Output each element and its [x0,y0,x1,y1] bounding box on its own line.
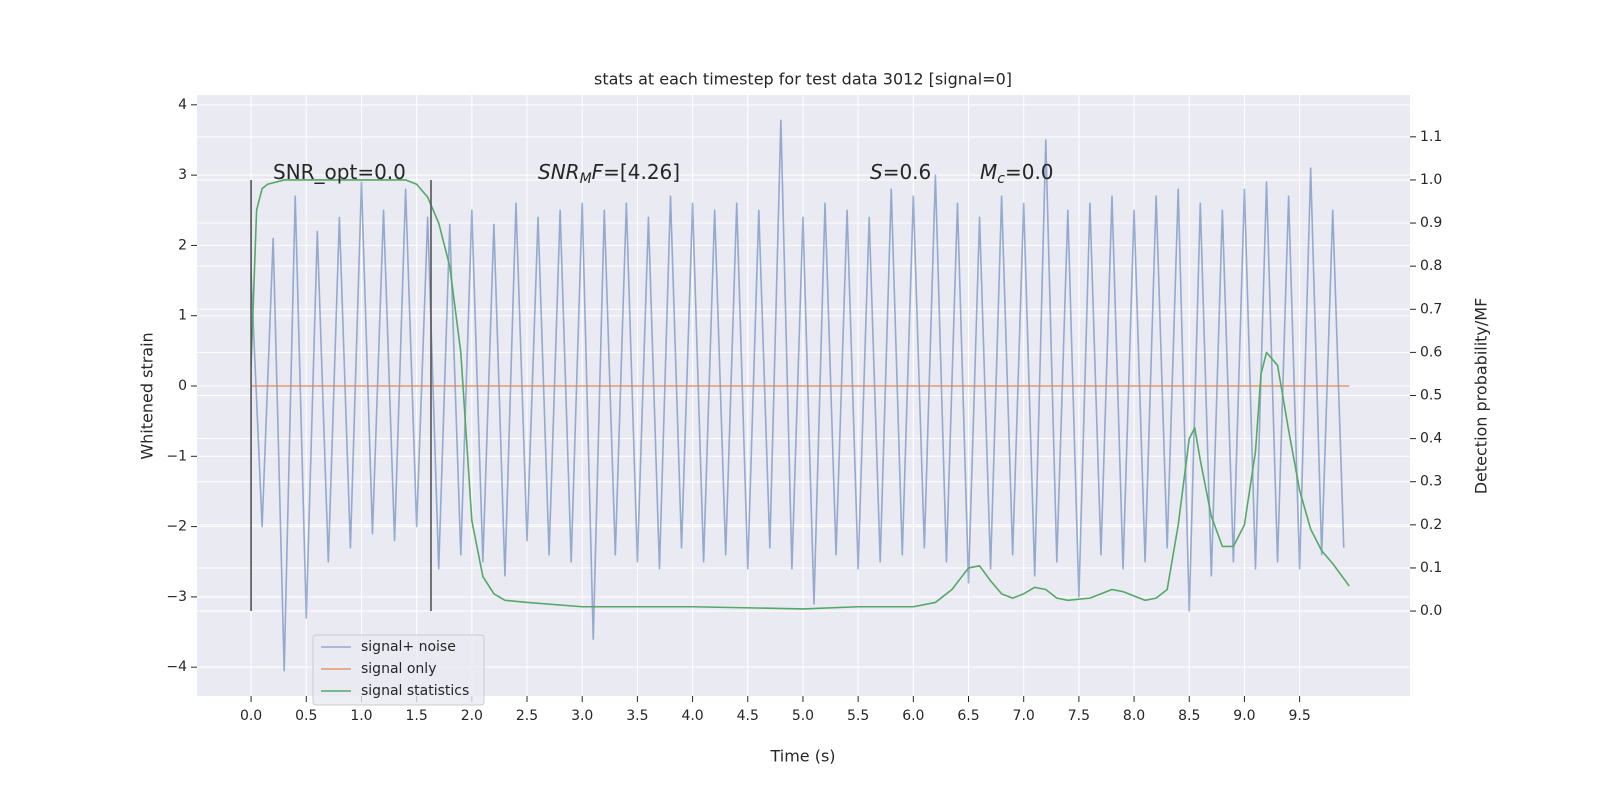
annotation-part: S [870,160,883,184]
annotation: SNR_opt=0.0 [273,160,406,184]
annotation-part: M [980,160,997,184]
annotation-part: =0.6 [883,160,932,184]
y-tick-label: 4 [178,97,187,113]
y2-tick-label: 0.5 [1420,388,1442,404]
y-tick-label: 2 [178,237,187,253]
y-tick-label: −4 [166,659,187,675]
y-tick-label: 0 [178,378,187,394]
y2-tick-label: 0.8 [1420,258,1442,274]
legend-label: signal statistics [361,683,469,699]
y-axis-label: Whitened strain [138,332,157,459]
annotation-part: =0.0 [1005,160,1054,184]
x-tick-label: 4.0 [681,708,703,724]
annotation-part: =[4.26] [603,160,680,184]
x-tick-label: 0.5 [295,708,317,724]
x-tick-label: 9.5 [1288,708,1310,724]
legend-label: signal+ noise [361,639,456,655]
y2-axis-label: Detection probability/MF [1472,298,1491,495]
y2-tick-label: 0.0 [1420,603,1442,619]
y2-tick-label: 1.0 [1420,172,1442,188]
x-tick-label: 8.0 [1123,708,1145,724]
y2-tick-label: 0.1 [1420,560,1442,576]
y2-tick-label: 0.6 [1420,344,1442,360]
y-tick-label: 1 [178,308,187,324]
annotation-part: SNR_opt=0.0 [273,160,406,184]
x-tick-label: 0.0 [240,708,262,724]
x-axis-label: Time (s) [769,747,835,766]
y2-tick-label: 0.2 [1420,517,1442,533]
y-tick-label: −2 [166,519,187,535]
legend-box [312,634,485,706]
x-tick-label: 2.5 [516,708,538,724]
y2-tick-label: 0.4 [1420,431,1442,447]
y-tick-label: −1 [166,448,187,464]
y2-tick-label: 0.3 [1420,474,1442,490]
x-tick-label: 6.0 [902,708,924,724]
x-tick-label: 9.0 [1233,708,1255,724]
y-tick-label: 3 [178,167,187,183]
annotation: S=0.6 [870,160,931,184]
x-tick-label: 8.5 [1178,708,1200,724]
annotation-part: F [592,160,604,184]
annotation-part: c [997,171,1005,187]
annotation: SNRMF=[4.26] [538,160,680,188]
series-line [250,119,1345,672]
chart-title: stats at each timestep for test data 301… [594,70,1012,89]
series-line [250,179,1350,610]
x-tick-label: 3.5 [626,708,648,724]
x-tick-label: 3.0 [571,708,593,724]
x-tick-label: 1.5 [406,708,428,724]
x-tick-label: 2.0 [461,708,483,724]
y2-tick-label: 0.7 [1420,301,1442,317]
x-tick-label: 6.5 [957,708,979,724]
annotation-part: SNR [538,160,580,184]
y2-tick-label: 1.1 [1420,129,1442,145]
x-tick-label: 7.5 [1068,708,1090,724]
x-tick-label: 5.5 [847,708,869,724]
x-tick-label: 1.0 [350,708,372,724]
y2-tick-label: 0.9 [1420,215,1442,231]
annotation-part: M [580,171,592,187]
annotation: Mc=0.0 [980,160,1054,188]
x-tick-label: 4.5 [737,708,759,724]
x-tick-label: 5.0 [792,708,814,724]
x-tick-label: 7.0 [1013,708,1035,724]
legend-label: signal only [361,661,436,677]
y-tick-label: −3 [166,589,187,605]
